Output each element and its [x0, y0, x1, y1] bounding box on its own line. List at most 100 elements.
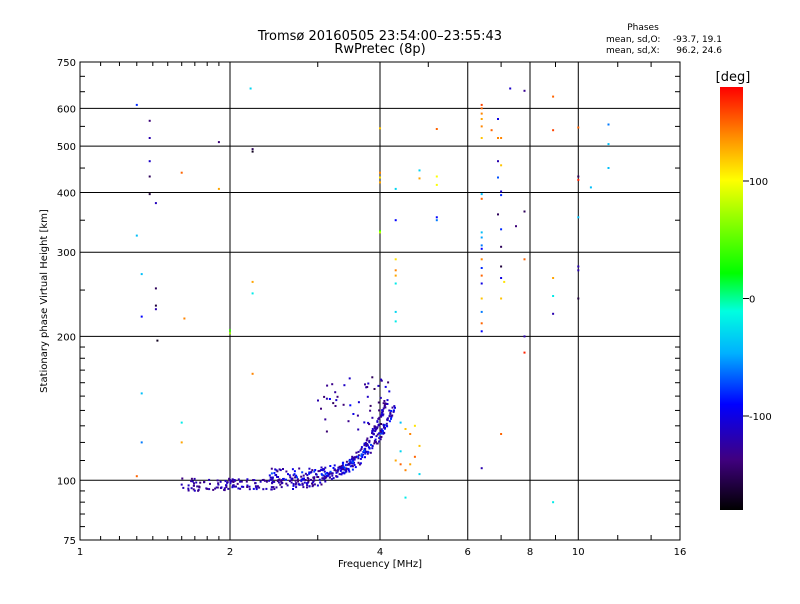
data-point [314, 469, 317, 471]
data-point [306, 474, 309, 477]
data-point [295, 482, 298, 485]
data-point [382, 423, 385, 426]
data-point [364, 452, 367, 455]
data-point [321, 477, 324, 480]
y-tick-label: 200 [57, 332, 76, 343]
data-point [217, 483, 220, 486]
data-point [180, 171, 183, 174]
data-point [386, 425, 389, 428]
data-point [366, 386, 369, 388]
data-point [480, 193, 483, 196]
data-point [300, 479, 303, 482]
data-point [357, 455, 359, 458]
data-point [140, 441, 143, 444]
data-point [380, 435, 383, 438]
data-point [324, 475, 327, 478]
data-point [552, 501, 555, 504]
data-point [333, 468, 336, 471]
data-point [282, 468, 284, 470]
data-point [404, 428, 407, 430]
chart-title: Tromsø 20160505 23:54:00–23:55:43 [257, 29, 502, 44]
data-point [381, 414, 384, 417]
data-point [348, 462, 351, 465]
data-point [316, 476, 319, 478]
data-point [320, 407, 322, 410]
data-point [366, 444, 369, 447]
data-point [371, 428, 374, 430]
data-point [371, 445, 374, 448]
y-tick-label: 75 [63, 536, 76, 547]
data-point [246, 486, 249, 488]
data-point [480, 274, 483, 277]
data-point [347, 463, 350, 466]
data-point [326, 471, 329, 474]
data-point [418, 169, 421, 172]
data-point [500, 228, 503, 231]
y-axis-label: Stationary phase Virtual Height [km] [39, 209, 50, 393]
data-point [324, 466, 327, 469]
data-point [285, 478, 287, 481]
data-point [279, 483, 282, 486]
data-point [364, 456, 366, 459]
data-point [357, 450, 360, 453]
data-point [360, 454, 363, 457]
data-point [392, 410, 395, 413]
data-point [237, 478, 240, 481]
data-point [334, 469, 337, 472]
data-point [345, 467, 348, 470]
data-point [290, 477, 293, 480]
grid-lines [80, 62, 680, 540]
data-point [252, 487, 255, 490]
data-point [379, 396, 382, 399]
data-point [343, 384, 346, 387]
data-point [320, 483, 323, 486]
data-point [253, 479, 256, 482]
data-point [154, 202, 157, 205]
data-point [140, 273, 143, 276]
data-point [321, 469, 324, 472]
data-point [317, 399, 319, 402]
data-point [390, 410, 393, 412]
data-point [381, 409, 384, 412]
x-tick-label: 10 [572, 547, 585, 558]
data-point [330, 472, 333, 475]
data-point [577, 216, 580, 219]
data-point [322, 477, 325, 480]
data-point [364, 383, 366, 386]
data-point [360, 447, 363, 450]
data-point [349, 462, 352, 464]
data-point [304, 472, 307, 475]
data-point [356, 414, 359, 417]
data-point [327, 474, 330, 477]
axis-ticks: 1 2 4 6 8 10 16 75 100 200 300 400 500 600 750 [57, 58, 686, 558]
data-point [307, 481, 309, 484]
data-point [187, 484, 190, 487]
data-point [480, 282, 483, 285]
phases-heading: Phases [627, 23, 659, 33]
data-point [148, 137, 151, 139]
data-point [231, 486, 234, 489]
data-point [379, 127, 381, 130]
data-point [349, 465, 352, 468]
phases-o-value: -93.7, 19.1 [673, 35, 722, 45]
data-point [339, 467, 342, 470]
data-point [379, 230, 381, 233]
data-point [347, 469, 350, 472]
data-point [394, 219, 397, 222]
data-point [273, 480, 276, 483]
colorbar-tick-label: 100 [749, 177, 768, 188]
data-point [199, 481, 202, 484]
data-point [197, 489, 200, 492]
data-point [270, 478, 273, 481]
data-point [271, 481, 274, 483]
data-point [225, 484, 227, 487]
data-point [280, 480, 283, 483]
chart-subtitle: RwPretec (8p) [334, 42, 425, 57]
data-point [381, 429, 384, 432]
data-point [259, 480, 262, 483]
data-point [190, 480, 193, 483]
data-point [271, 482, 274, 485]
data-point [297, 480, 300, 483]
data-point [383, 404, 386, 407]
data-point [379, 414, 382, 417]
